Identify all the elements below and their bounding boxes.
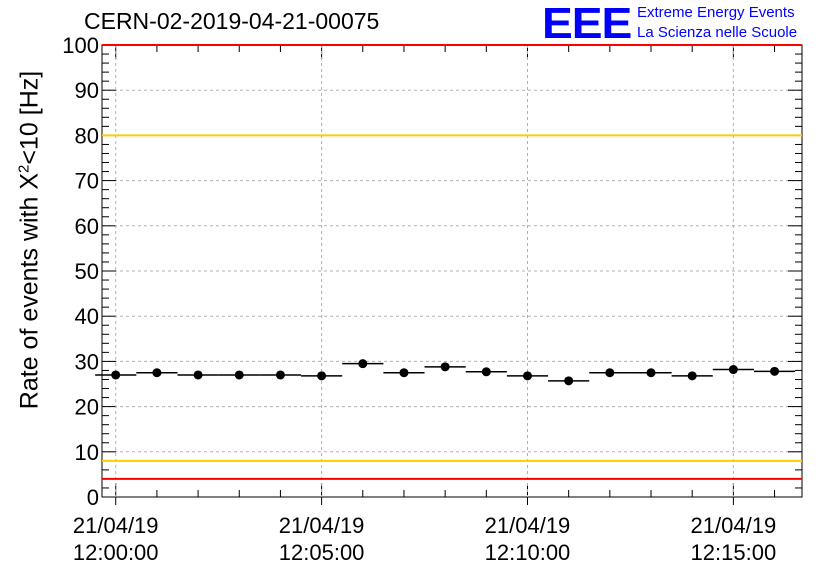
data-point: [646, 368, 656, 378]
logo-text-line1: Extreme Energy Events: [637, 4, 795, 21]
data-point: [770, 366, 780, 376]
y-tick-label: 80: [75, 123, 99, 148]
x-tick-label-date: 21/04/19: [73, 513, 159, 538]
data-point: [111, 370, 121, 380]
y-tick-label: 0: [87, 485, 99, 510]
x-tick-label-time: 12:10:00: [485, 540, 571, 565]
data-point: [317, 371, 327, 381]
data-point: [481, 367, 491, 377]
y-tick-label: 60: [75, 214, 99, 239]
data-point: [687, 371, 697, 381]
x-tick-label-time: 12:05:00: [279, 540, 365, 565]
y-tick-label: 70: [75, 169, 99, 194]
y-tick-label: 10: [75, 440, 99, 465]
y-tick-label: 50: [75, 259, 99, 284]
x-tick-label-date: 21/04/19: [279, 513, 365, 538]
data-point: [399, 368, 409, 378]
y-tick-label: 20: [75, 395, 99, 420]
data-point: [522, 371, 532, 381]
y-tick-label: 40: [75, 304, 99, 329]
y-tick-label: 90: [75, 78, 99, 103]
y-tick-label: 100: [62, 33, 99, 58]
data-point: [728, 365, 738, 375]
logo-text-line2: La Scienza nelle Scuole: [637, 24, 798, 41]
x-tick-label-date: 21/04/19: [485, 513, 571, 538]
x-tick-label-time: 12:15:00: [691, 540, 777, 565]
data-point: [358, 359, 368, 369]
eee-logo: EEE: [542, 0, 632, 48]
data-point: [234, 370, 244, 380]
chart-title: CERN-02-2019-04-21-00075: [84, 8, 380, 34]
data-point: [152, 368, 162, 378]
x-tick-label-time: 12:00:00: [73, 540, 159, 565]
data-point: [440, 362, 450, 372]
data-point: [564, 376, 574, 386]
x-tick-label-date: 21/04/19: [691, 513, 777, 538]
y-tick-label: 30: [75, 349, 99, 374]
data-point: [605, 368, 615, 378]
data-point: [193, 370, 203, 380]
data-point: [275, 370, 285, 380]
